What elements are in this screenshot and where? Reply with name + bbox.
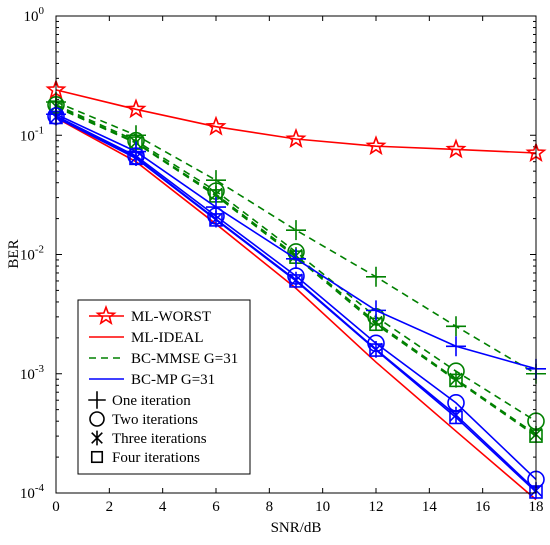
x-axis-title: SNR/dB (271, 520, 322, 536)
legend-label: Three iterations (112, 431, 207, 447)
plot-frame (55, 15, 537, 494)
x-tick-label: 4 (159, 499, 167, 515)
x-tick-label: 10 (315, 499, 330, 515)
square-marker (369, 343, 383, 357)
circle-marker (89, 411, 105, 427)
plus-marker (366, 266, 386, 287)
star-marker (365, 135, 387, 156)
star-marker (95, 304, 117, 325)
x-tick-label: 2 (106, 499, 114, 515)
x-tick-label: 6 (212, 499, 220, 515)
star-marker (285, 127, 307, 148)
legend-label: Four iterations (112, 450, 200, 466)
legend-label: ML-IDEAL (131, 330, 203, 346)
x-tick-label: 0 (52, 499, 60, 515)
series-9 (49, 110, 543, 499)
y-tick-label: 10-1 (20, 124, 44, 144)
square-marker (449, 373, 463, 388)
plus-marker (366, 300, 386, 321)
y-axis-title: BER (6, 239, 22, 268)
x-tick-label: 12 (369, 499, 384, 515)
legend-box (77, 299, 251, 475)
legend-item: Three iterations (91, 430, 207, 447)
legend: ML-WORST ML-IDEAL BC-MMSE G=31 BC-MP G=31 On… (77, 299, 251, 475)
square-marker (90, 450, 104, 464)
y-tick-label: 10-3 (20, 363, 45, 383)
x-tick-label: 8 (266, 499, 274, 515)
plus-marker (286, 220, 306, 241)
y-axis: 100 10-1 10-2 10-3 10-4 (20, 5, 536, 502)
legend-label: Two iterations (112, 412, 198, 428)
square-marker (129, 151, 143, 166)
x-axis: 0 2 4 6 8 10 12 14 16 18 (52, 16, 544, 515)
legend-label: ML-WORST (131, 309, 211, 325)
plus-marker (446, 316, 466, 337)
legend-item: BC-MMSE G=31 (89, 351, 238, 367)
star-marker (125, 98, 147, 119)
legend-label: BC-MP G=31 (131, 372, 215, 388)
legend-item: BC-MP G=31 (89, 372, 215, 388)
legend-item: Two iterations (89, 411, 198, 428)
square-marker (289, 274, 303, 288)
star-marker (205, 115, 227, 136)
plus-marker (286, 248, 306, 269)
legend-item: Four iterations (90, 450, 200, 466)
y-tick-label: 100 (24, 5, 45, 25)
x-tick-label: 18 (529, 499, 544, 515)
y-tick-label: 10-4 (20, 482, 45, 502)
series-line (55, 89, 537, 154)
legend-label: One iteration (112, 393, 191, 409)
legend-label: BC-MMSE G=31 (131, 351, 238, 367)
plot-area (45, 78, 547, 501)
y-tick-label: 10-2 (20, 244, 44, 264)
star-marker (445, 138, 467, 159)
x-tick-label: 16 (475, 499, 491, 515)
legend-item: ML-IDEAL (89, 330, 203, 346)
series-line (55, 116, 537, 493)
x-tick-label: 14 (422, 499, 438, 515)
plus-marker (446, 336, 466, 357)
asterisk-marker (91, 430, 103, 446)
square-marker (209, 213, 223, 227)
plus-marker (88, 391, 106, 409)
legend-item: ML-WORST (89, 304, 211, 325)
legend-item: One iteration (88, 391, 191, 409)
square-marker (449, 410, 463, 425)
